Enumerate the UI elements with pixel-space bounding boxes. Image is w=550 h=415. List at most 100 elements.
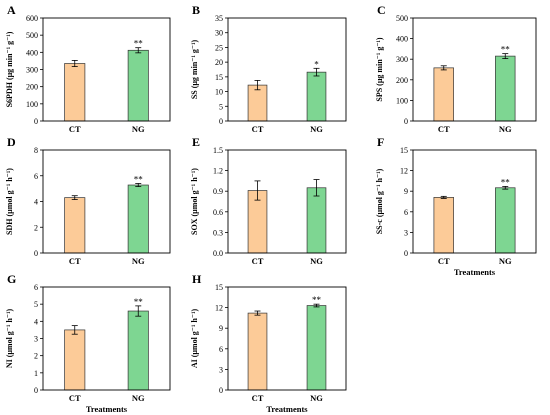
bar-ct-b xyxy=(247,84,268,122)
y-tick-label: 0.9 xyxy=(213,187,223,196)
x-tick-label-ct: CT xyxy=(69,256,81,266)
y-tick-label: 15 xyxy=(215,73,223,82)
y-tick-label: 0 xyxy=(219,117,223,126)
y-tick-label: 1.5 xyxy=(213,146,223,155)
x-tick-label-ct: CT xyxy=(252,256,264,266)
significance-mark: ** xyxy=(134,174,144,184)
significance-mark: ** xyxy=(134,39,144,49)
y-tick-label: 6 xyxy=(34,172,38,181)
x-tick-label-ng: NG xyxy=(132,393,145,403)
y-tick-label: 6 xyxy=(34,283,38,292)
panel-e: E SOX (μmol g⁻¹ h⁻¹) 0.0 0.3 0.6 0.9 1.2 1.5 CT N… xyxy=(190,135,347,266)
significance-mark: * xyxy=(314,59,319,69)
y-tick-label: 100 xyxy=(26,100,38,109)
y-tick-label: 2 xyxy=(34,223,38,232)
y-tick-label: 2 xyxy=(34,352,38,361)
x-tick-label-ng: NG xyxy=(499,124,512,134)
axis-frame xyxy=(412,149,537,254)
y-tick-label: 0 xyxy=(34,386,38,395)
axis-frame xyxy=(42,17,171,122)
y-tick-label: 6 xyxy=(219,345,223,354)
y-axis-label-g: NI (μmol g⁻¹ h⁻¹) xyxy=(5,309,14,369)
y-tick-label: 0.6 xyxy=(213,208,223,217)
y-tick-label: 12 xyxy=(400,167,408,176)
panel-label-e: E xyxy=(192,135,200,149)
y-axis-label-d: SDH (μmol g⁻¹ h⁻¹) xyxy=(5,168,14,235)
x-tick-label-ng: NG xyxy=(499,256,512,266)
y-tick-label: 0 xyxy=(34,117,38,126)
panel-b: B SS (μg min⁻¹ g⁻¹) 0 5 10 15 20 25 30 35 CT * NG xyxy=(190,3,347,134)
y-axis-label-f: SS-c (μmol g⁻¹ h⁻¹) xyxy=(375,168,384,234)
y-tick-label: 3 xyxy=(219,365,223,374)
panel-label-a: A xyxy=(7,3,16,17)
bar-ct-f xyxy=(433,197,454,254)
panel-c: C SPS (μg min⁻¹ g⁻¹) 0 100 200 300 400 500 CT ** N… xyxy=(375,3,537,134)
y-tick-label: 25 xyxy=(215,43,223,52)
y-tick-label: 3 xyxy=(34,335,38,344)
panel-a: A S6PDH (μg min⁻¹ g⁻¹) 0 100 200 300 400 500 600… xyxy=(5,3,171,134)
y-tick-label: 300 xyxy=(26,66,38,75)
x-axis-label-h: Treatments xyxy=(266,404,308,414)
bar-ct-h xyxy=(247,312,268,391)
x-tick-label-ct: CT xyxy=(438,256,450,266)
axis-frame xyxy=(412,17,537,122)
y-tick-label: 0.0 xyxy=(213,249,223,258)
x-tick-label-ct: CT xyxy=(252,393,264,403)
y-tick-label: 30 xyxy=(215,29,223,38)
y-tick-label: 4 xyxy=(34,317,38,326)
bar-ng-c xyxy=(495,55,516,122)
y-tick-label: 8 xyxy=(34,146,38,155)
y-tick-label: 9 xyxy=(219,324,223,333)
significance-mark: ** xyxy=(501,177,511,187)
y-axis-label-b: SS (μg min⁻¹ g⁻¹) xyxy=(190,39,199,99)
panel-d: D SDH (μmol g⁻¹ h⁻¹) 0 2 4 6 8 CT ** NG xyxy=(5,135,171,266)
x-tick-label-ng: NG xyxy=(310,124,323,134)
y-tick-label: 20 xyxy=(215,58,223,67)
x-axis-label-f: Treatments xyxy=(454,267,496,277)
panel-label-c: C xyxy=(377,3,386,17)
axis-frame xyxy=(227,17,347,122)
panel-label-b: B xyxy=(192,3,200,17)
significance-mark: ** xyxy=(501,45,511,55)
x-axis-label-g: Treatments xyxy=(86,404,128,414)
bar-ng-g xyxy=(127,310,149,391)
bar-ct-d xyxy=(64,197,86,254)
y-tick-label: 200 xyxy=(26,83,38,92)
y-tick-label: 1.2 xyxy=(213,167,223,176)
axis-frame xyxy=(42,149,171,254)
bar-ct-c xyxy=(433,67,454,122)
y-axis-label-c: SPS (μg min⁻¹ g⁻¹) xyxy=(375,37,384,102)
axis-frame xyxy=(42,286,171,391)
y-tick-label: 0 xyxy=(219,386,223,395)
y-axis-label-e: SOX (μmol g⁻¹ h⁻¹) xyxy=(190,168,199,235)
y-tick-label: 100 xyxy=(396,96,408,105)
y-tick-label: 15 xyxy=(215,283,223,292)
bar-ct-a xyxy=(64,63,86,122)
y-tick-label: 300 xyxy=(396,55,408,64)
y-tick-label: 5 xyxy=(219,102,223,111)
panel-g: G NI (μmol g⁻¹ h⁻¹) 0 1 2 3 4 5 6 CT ** NG Treatment… xyxy=(5,272,171,414)
bar-ng-h xyxy=(306,305,327,391)
bar-ng-f xyxy=(495,187,516,254)
y-tick-label: 3 xyxy=(404,228,408,237)
panel-label-g: G xyxy=(7,272,16,286)
y-tick-label: 500 xyxy=(26,31,38,40)
panel-label-h: H xyxy=(192,272,202,286)
y-tick-label: 5 xyxy=(34,300,38,309)
panel-h: H AI (μmol g⁻¹ h⁻¹) 0 3 6 9 12 15 CT ** NGTreatmen… xyxy=(190,272,347,414)
panel-label-f: F xyxy=(377,135,384,149)
y-tick-label: 0.3 xyxy=(213,228,223,237)
y-tick-label: 35 xyxy=(215,14,223,23)
y-tick-label: 0 xyxy=(404,249,408,258)
panel-label-d: D xyxy=(7,135,16,149)
y-tick-label: 600 xyxy=(26,14,38,23)
bar-ng-e xyxy=(306,187,327,254)
x-tick-label-ng: NG xyxy=(132,256,145,266)
y-tick-label: 1 xyxy=(34,369,38,378)
y-tick-label: 4 xyxy=(34,198,38,207)
significance-mark: ** xyxy=(312,295,322,305)
x-tick-label-ct: CT xyxy=(252,124,264,134)
y-axis-label-h: AI (μmol g⁻¹ h⁻¹) xyxy=(190,309,199,369)
x-tick-label-ct: CT xyxy=(438,124,450,134)
y-tick-label: 10 xyxy=(215,88,223,97)
